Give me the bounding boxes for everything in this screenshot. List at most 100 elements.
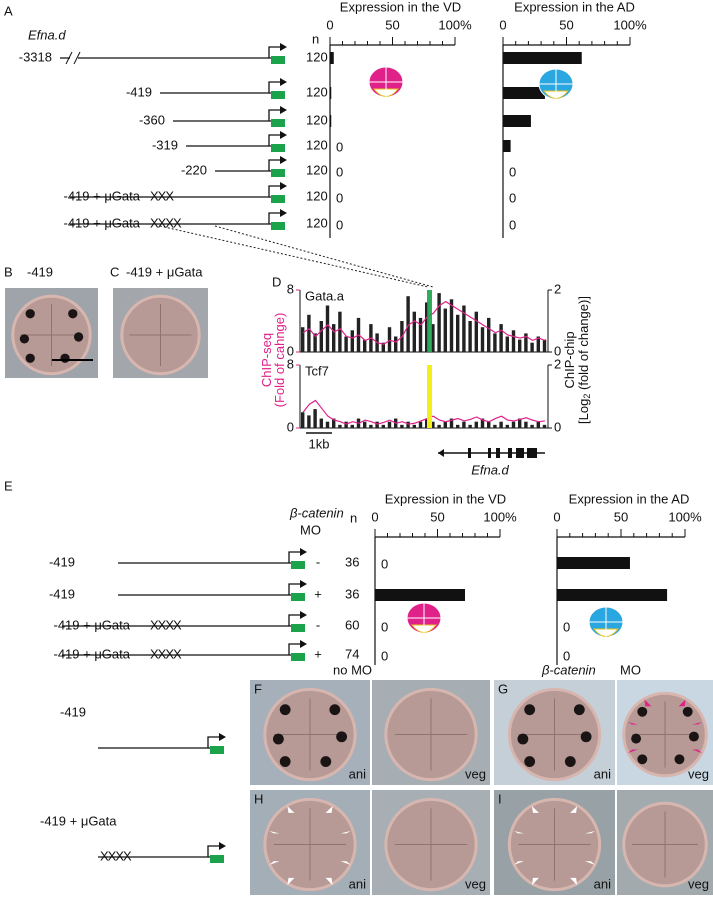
chip-bar [418, 317, 423, 352]
chip-bar [462, 421, 466, 428]
arrowhead [627, 749, 639, 754]
column-title: no MO [333, 662, 372, 677]
chip-bar [474, 311, 479, 352]
y-tick-label: 8 [287, 356, 294, 371]
mo-sign: - [316, 554, 320, 569]
panel-label: H [254, 791, 263, 806]
reporter [210, 746, 224, 754]
chip-bar [530, 342, 534, 352]
promoter-arrow [268, 159, 283, 171]
promoter-arrow [268, 46, 283, 58]
chip-bar [530, 424, 534, 428]
y2-tick-label: 0 [554, 343, 561, 358]
chip-bar [493, 333, 497, 352]
panel-label: I [498, 791, 502, 806]
construct-label: -419 + μGata [63, 188, 140, 203]
n-value: 120 [306, 188, 328, 203]
stain-dot [336, 731, 348, 743]
chip-bar [338, 311, 342, 352]
break-mark [73, 51, 81, 65]
construct-label: -419 + μGata [40, 813, 117, 828]
n-header: n [312, 31, 319, 46]
gene-name: Efna.d [471, 462, 509, 477]
promoter-arrow [288, 551, 303, 563]
arrowhead [570, 877, 578, 886]
y-tick-label: 8 [287, 281, 294, 296]
scale-label: 1kb [309, 436, 330, 451]
reporter [271, 119, 285, 127]
bar [330, 52, 334, 64]
arrowhead [678, 699, 686, 707]
arrow-head [280, 78, 287, 86]
gene-arrow [438, 449, 444, 457]
chip-bar [456, 314, 460, 352]
chip-bar [431, 421, 435, 428]
chip-bar [487, 317, 491, 352]
chip-bar [319, 321, 324, 352]
chip-bar [443, 308, 448, 352]
column-title: MO [620, 662, 641, 677]
x-tick-label: 100% [668, 509, 702, 524]
chip-bar [319, 418, 324, 428]
stain-dot [279, 704, 291, 716]
arrow-head [280, 106, 287, 114]
bar [330, 115, 332, 127]
chip-bar [468, 424, 472, 428]
chip-bar [511, 330, 516, 352]
promoter-arrow [288, 583, 303, 595]
arrowhead [269, 861, 280, 865]
x-tick-label: 0 [499, 17, 506, 32]
chip-bar [344, 421, 348, 428]
mutation-marks: XXXX [150, 617, 182, 632]
stain-dot [517, 733, 529, 745]
value-label: 0 [509, 190, 516, 205]
x-tick-label: 50 [385, 17, 399, 32]
stain-dot [573, 704, 585, 716]
n-value: 120 [306, 162, 328, 177]
arrow-head [219, 733, 226, 741]
bar [330, 87, 332, 99]
construct-label: -419 [49, 586, 75, 601]
chip-bar [381, 342, 386, 352]
chip-bar [307, 415, 311, 428]
arrowhead [287, 806, 295, 813]
mo-gene: β-catenin [289, 505, 344, 520]
panel-label: F [254, 681, 262, 696]
chip-bar [437, 424, 441, 428]
construct-label: -419 [126, 84, 152, 99]
arrowhead [269, 830, 280, 834]
view-label: ani [349, 876, 366, 891]
stain-dot [637, 754, 648, 765]
chip-bar [449, 418, 454, 428]
y-tick-label: 0 [287, 419, 294, 434]
arrowhead [340, 830, 351, 834]
reporter [271, 91, 285, 99]
chip-bar [394, 336, 398, 352]
gene-name: Efna.d [28, 27, 66, 42]
n-value: 74 [345, 646, 359, 661]
arrow-head [280, 156, 287, 164]
stain-dot [564, 756, 576, 768]
axis-title-line: ChIP-seq [259, 333, 274, 387]
stain-dot [19, 334, 30, 344]
chip-bar [332, 324, 336, 352]
bar [557, 589, 668, 601]
chip-bar [542, 339, 547, 352]
image-caption: -419 + μGata [126, 264, 203, 279]
reporter [271, 169, 285, 177]
exon [527, 448, 537, 458]
chip-bar [449, 299, 454, 352]
chip-bar [518, 339, 522, 352]
chip-bar [499, 324, 503, 352]
promoter-arrow [268, 81, 283, 93]
panel-label: C [110, 264, 119, 279]
chip-bar [350, 424, 355, 428]
chip-bar [400, 424, 404, 428]
chip-line [302, 300, 546, 345]
axis-title-line: [Log [576, 399, 591, 424]
panel-label: B [4, 264, 13, 279]
chip-bar [344, 336, 348, 352]
n-value: 60 [345, 617, 359, 632]
x-tick-label: 100% [613, 17, 647, 32]
value-label: 0 [381, 648, 388, 663]
